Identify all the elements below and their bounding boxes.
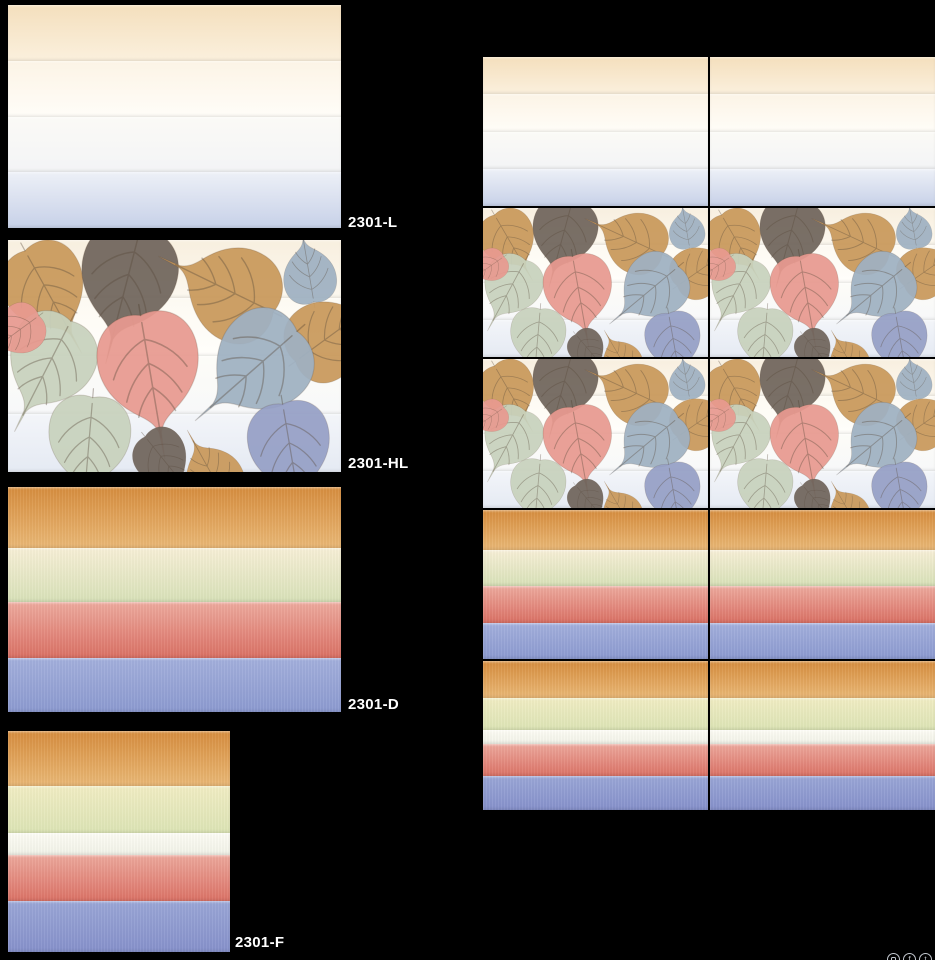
tile-band: [710, 550, 935, 586]
tile-band: [483, 729, 708, 745]
mural-tile-stripes_d: [710, 510, 935, 659]
tile-band: [8, 731, 230, 787]
tile-band: [710, 510, 935, 551]
mural-tile-stripes_d: [483, 510, 708, 659]
mural-tile-light: [483, 57, 708, 206]
tile-band: [483, 94, 708, 132]
tile-band: [710, 729, 935, 745]
tile-band: [8, 658, 341, 712]
mural-tile-leaf: [710, 359, 935, 508]
mural-tile-stripes_f: [710, 661, 935, 810]
mural-tile-leaf: [483, 208, 708, 357]
tile-band: [483, 57, 708, 95]
tile-band: [710, 57, 935, 95]
instagram-icon[interactable]: [887, 953, 900, 960]
tile-band: [483, 623, 708, 659]
tile-code-label-2301-hl: 2301-HL: [348, 455, 409, 472]
tile-band: [8, 832, 230, 855]
tile-band: [710, 661, 935, 699]
tile-band: [483, 698, 708, 730]
tile-sample-2301-l: [8, 5, 341, 228]
tile-band: [710, 698, 935, 730]
tile-band: [483, 661, 708, 699]
tile-band: [710, 168, 935, 206]
tile-sample-2301-d: [8, 487, 341, 712]
tile-band: [483, 510, 708, 551]
tile-band: [8, 601, 341, 658]
tile-code-label-2301-f: 2301-F: [235, 934, 285, 951]
leaf-pattern: [483, 208, 708, 357]
leaf-bluegray: [890, 208, 935, 255]
facebook-icon[interactable]: f: [903, 953, 916, 960]
tile-band: [8, 786, 230, 833]
leaf-pattern: [8, 240, 341, 472]
tile-band: [483, 131, 708, 169]
tile-band: [8, 901, 230, 952]
tile-sample-2301-f: [8, 731, 230, 952]
leaf-bluegray: [890, 359, 935, 406]
tile-band: [8, 60, 341, 117]
tile-band: [483, 168, 708, 206]
leaf-bluegray: [663, 359, 708, 406]
leaf-bluegray: [274, 240, 341, 313]
tile-band: [710, 775, 935, 810]
tile-band: [483, 744, 708, 776]
tile-band: [8, 547, 341, 602]
leaf-pattern: [483, 359, 708, 508]
tile-band: [710, 94, 935, 132]
tile-band: [710, 744, 935, 776]
mural-tile-light: [710, 57, 935, 206]
instagram-square: [891, 957, 896, 960]
mural-grid: [483, 57, 935, 810]
leaf-bluegray: [663, 208, 708, 255]
tile-band: [8, 854, 230, 902]
tile-band: [8, 116, 341, 173]
mural-tile-leaf: [710, 208, 935, 357]
tile-code-label-2301-d: 2301-D: [348, 696, 399, 713]
tile-band: [710, 623, 935, 659]
tile-band: [483, 550, 708, 586]
mural-tile-stripes_f: [483, 661, 708, 810]
social-links: f t: [887, 953, 932, 960]
tile-band: [8, 5, 341, 61]
tile-band: [483, 585, 708, 624]
tile-code-label-2301-l: 2301-L: [348, 214, 398, 231]
twitter-icon[interactable]: t: [919, 953, 932, 960]
tile-band: [8, 487, 341, 548]
tile-band: [710, 131, 935, 169]
tile-sample-2301-hl: [8, 240, 341, 472]
mural-tile-leaf: [483, 359, 708, 508]
tile-band: [8, 172, 341, 228]
tile-band: [483, 775, 708, 810]
leaf-pattern: [710, 359, 935, 508]
leaf-pattern: [710, 208, 935, 357]
tile-band: [710, 585, 935, 624]
